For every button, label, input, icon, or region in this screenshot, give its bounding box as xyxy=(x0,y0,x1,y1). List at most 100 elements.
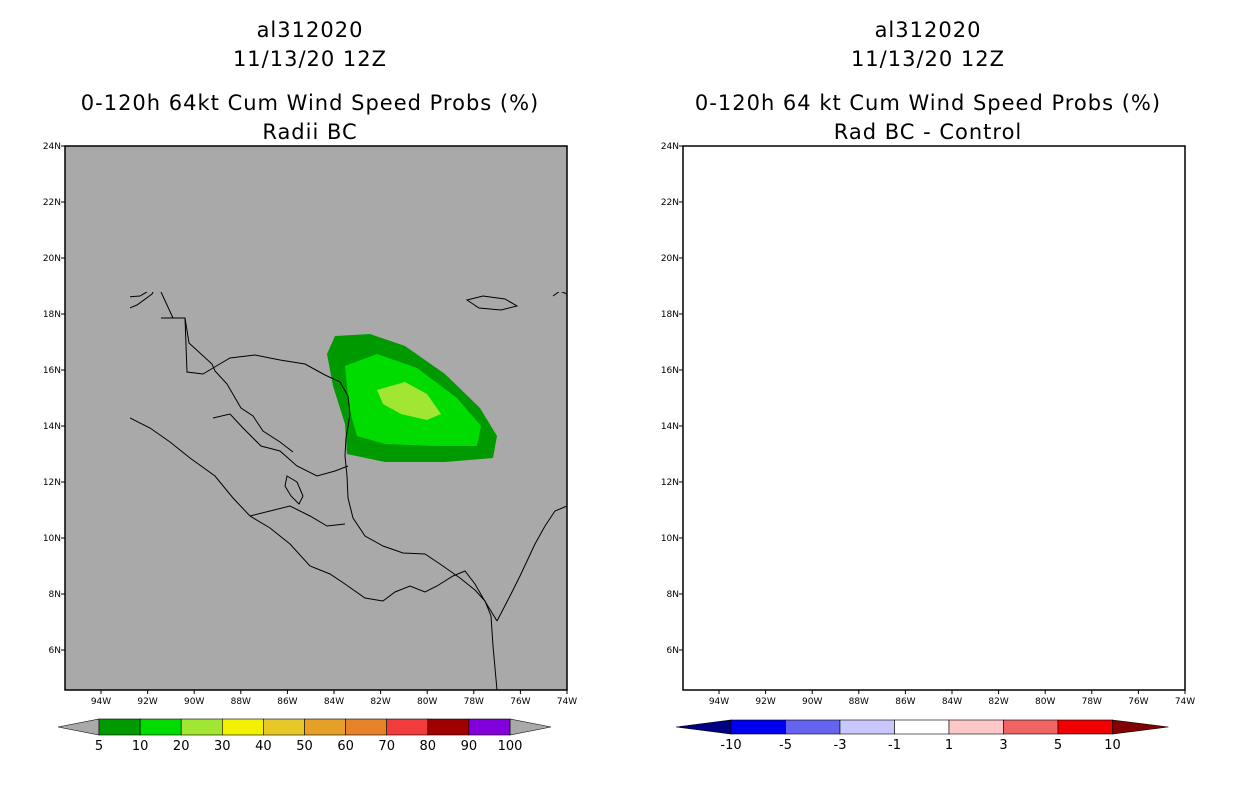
lat-tick-label: 12N xyxy=(661,478,679,488)
left-colorbar-cell xyxy=(345,718,388,736)
left-colorbar: 5 10 20 30 40 50 60 70 80 90 100 xyxy=(57,718,552,754)
left-product-title: 0-120h 64kt Cum Wind Speed Probs (%) xyxy=(80,91,540,115)
left-colorbar-cell xyxy=(468,718,511,736)
right-datetime: 11/13/20 12Z xyxy=(850,47,1006,71)
left-colorbar-cell xyxy=(139,718,182,736)
lon-tick-label: 88W xyxy=(231,697,251,707)
lat-tick-label: 16N xyxy=(661,366,679,376)
left-lat-axis: 24N 22N 20N 18N 16N 14N 12N 10N 8N 6N xyxy=(43,142,65,656)
left-datetime: 11/13/20 12Z xyxy=(232,47,388,71)
lat-tick-label: 14N xyxy=(661,422,679,432)
right-colorbar-high-arrow xyxy=(1112,719,1169,735)
left-colorbar-label: 80 xyxy=(420,739,437,754)
lat-tick-label: 16N xyxy=(43,366,61,376)
lon-tick-label: 78W xyxy=(464,697,484,707)
left-colorbar-cell xyxy=(304,718,346,736)
lat-tick-label: 10N xyxy=(661,534,679,544)
left-colorbar-cell xyxy=(180,718,223,736)
lat-tick-label: 20N xyxy=(43,254,61,264)
lon-tick-label: 78W xyxy=(1082,697,1102,707)
right-colorbar-cell xyxy=(1003,719,1059,735)
left-colorbar-high-arrow xyxy=(509,718,552,736)
right-colorbar-low-arrow xyxy=(675,719,732,735)
left-colorbar-label: 100 xyxy=(498,739,523,754)
lon-tick-label: 86W xyxy=(895,697,915,707)
lat-tick-label: 18N xyxy=(661,310,679,320)
lat-tick-label: 22N xyxy=(661,198,679,208)
right-colorbar-cell xyxy=(1057,719,1113,735)
lat-tick-label: 12N xyxy=(43,478,61,488)
lon-tick-label: 92W xyxy=(755,697,775,707)
right-colorbar-label: 1 xyxy=(945,738,953,753)
right-colorbar-label: 5 xyxy=(1054,738,1062,753)
lon-tick-label: 76W xyxy=(510,697,530,707)
right-colorbar-cell xyxy=(948,719,1004,735)
left-colorbar-label: 50 xyxy=(296,739,313,754)
left-colorbar-low-arrow xyxy=(57,718,100,736)
left-colorbar-cell xyxy=(386,718,429,736)
lat-tick-label: 6N xyxy=(667,646,679,656)
lat-tick-label: 24N xyxy=(661,142,679,152)
left-prob-20-contour xyxy=(377,382,441,420)
lon-tick-label: 82W xyxy=(988,697,1008,707)
left-colorbar-label: 90 xyxy=(461,739,478,754)
right-colorbar-label: -1 xyxy=(888,738,901,753)
right-colorbar-cell xyxy=(894,719,950,735)
right-lat-axis: 24N 22N 20N 18N 16N 14N 12N 10N 8N 6N xyxy=(661,142,683,656)
left-map-frame xyxy=(64,145,568,691)
left-colorbar-cell xyxy=(427,718,470,736)
right-colorbar: -10 -5 -3 -1 1 3 5 10 xyxy=(675,719,1169,753)
right-colorbar-cell xyxy=(839,719,895,735)
right-colorbar-cell xyxy=(730,719,786,735)
left-colorbar-cell xyxy=(263,718,305,736)
lat-tick-label: 18N xyxy=(43,310,61,320)
right-colorbar-label: -3 xyxy=(834,738,847,753)
lat-tick-label: 10N xyxy=(43,534,61,544)
left-colorbar-label: 70 xyxy=(378,739,395,754)
left-colorbar-cell xyxy=(222,718,264,736)
left-storm-id: al312020 xyxy=(256,18,364,42)
lon-tick-label: 90W xyxy=(184,697,204,707)
left-colorbar-label: 20 xyxy=(173,739,190,754)
lon-tick-label: 82W xyxy=(370,697,390,707)
left-lon-axis: 94W 92W 90W 88W 86W 84W 82W 80W 78W 76W 74W xyxy=(91,690,577,707)
lon-tick-label: 74W xyxy=(1175,697,1195,707)
left-subtitle: Radii BC xyxy=(262,120,358,144)
right-map-frame xyxy=(682,145,1186,691)
right-storm-id: al312020 xyxy=(874,18,982,42)
right-colorbar-cell xyxy=(785,719,841,735)
left-map-background xyxy=(65,146,567,690)
left-colorbar-label: 30 xyxy=(214,739,231,754)
lat-tick-label: 20N xyxy=(661,254,679,264)
lon-tick-label: 80W xyxy=(417,697,437,707)
lat-tick-label: 8N xyxy=(667,590,679,600)
lon-tick-label: 80W xyxy=(1035,697,1055,707)
right-colorbar-label: 10 xyxy=(1104,738,1121,753)
lon-tick-label: 76W xyxy=(1128,697,1148,707)
lon-tick-label: 86W xyxy=(277,697,297,707)
left-colorbar-label: 60 xyxy=(337,739,354,754)
lon-tick-label: 94W xyxy=(709,697,729,707)
lon-tick-label: 88W xyxy=(849,697,869,707)
lon-tick-label: 94W xyxy=(91,697,111,707)
lon-tick-label: 90W xyxy=(802,697,822,707)
lat-tick-label: 24N xyxy=(43,142,61,152)
lon-tick-label: 74W xyxy=(557,697,577,707)
right-colorbar-label: -5 xyxy=(779,738,792,753)
right-lon-axis: 94W 92W 90W 88W 86W 84W 82W 80W 78W 76W 74W xyxy=(709,690,1195,707)
lon-tick-label: 84W xyxy=(942,697,962,707)
left-colorbar-label: 10 xyxy=(132,739,149,754)
right-map-background xyxy=(683,146,1185,690)
lat-tick-label: 14N xyxy=(43,422,61,432)
left-colorbar-label: 5 xyxy=(95,739,103,754)
right-colorbar-label: 3 xyxy=(999,738,1007,753)
right-colorbar-label: -10 xyxy=(720,738,741,753)
lon-tick-label: 84W xyxy=(324,697,344,707)
lat-tick-label: 6N xyxy=(49,646,61,656)
right-subtitle: Rad BC - Control xyxy=(833,120,1023,144)
right-product-title: 0-120h 64 kt Cum Wind Speed Probs (%) xyxy=(694,91,1162,115)
left-colorbar-label: 40 xyxy=(255,739,272,754)
left-colorbar-cell xyxy=(98,718,141,736)
lat-tick-label: 8N xyxy=(49,590,61,600)
